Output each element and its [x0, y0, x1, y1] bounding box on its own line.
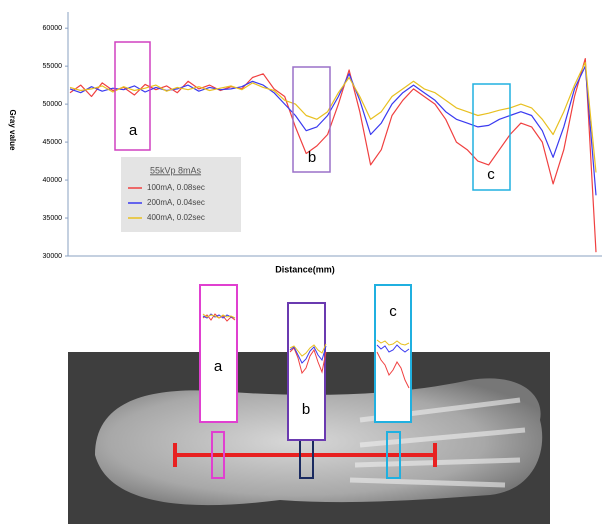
legend-label: 100mA, 0.08sec [147, 183, 205, 192]
legend: 55kVp 8mAs 100mA, 0.08sec 200mA, 0.04sec 4… [121, 157, 241, 232]
y-tick-label: 30000 [43, 253, 63, 260]
y-tick-label: 55000 [43, 63, 63, 70]
annotation: c [487, 166, 495, 183]
y-axis-label: Gray value [8, 110, 17, 151]
inset-label: a [214, 358, 223, 375]
x-axis-label: Distance(mm) [275, 264, 335, 274]
y-tick-label: 45000 [43, 139, 63, 146]
inset-label: b [302, 401, 310, 418]
series-line [70, 62, 596, 172]
annotation: b [308, 149, 316, 166]
y-tick-label: 35000 [43, 215, 63, 222]
y-tick-label: 60000 [43, 25, 63, 32]
inset-label: c [389, 303, 397, 320]
insets: a b c [200, 285, 411, 440]
inset-box [288, 303, 325, 440]
y-tick-label: 50000 [43, 101, 63, 108]
figure: Gray value Distance(mm) 30000 35000 40000 4… [0, 0, 608, 524]
y-tick-label: 40000 [43, 177, 63, 184]
inset-box [200, 285, 237, 422]
legend-title: 55kVp 8mAs [150, 165, 202, 175]
legend-label: 200mA, 0.04sec [147, 198, 205, 207]
annotation: a [129, 122, 138, 139]
legend-label: 400mA, 0.02sec [147, 213, 205, 222]
